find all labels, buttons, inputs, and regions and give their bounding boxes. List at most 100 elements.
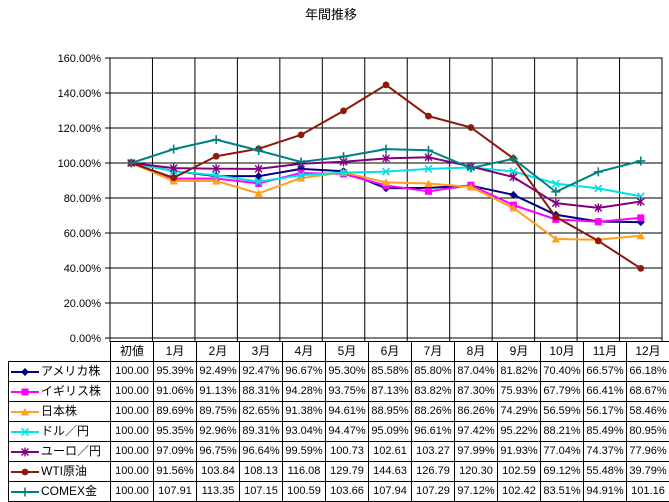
table-cell: 85.58%	[368, 361, 412, 382]
column-header: 5月	[325, 341, 369, 362]
table-row: COMEX金 100.00 107.91 113.35 107.15 100.59 103.…	[8, 481, 669, 502]
table-cell: 103.27	[411, 441, 455, 462]
table-cell: 93.04%	[282, 421, 326, 442]
table-cell: 88.26%	[411, 401, 455, 422]
table-cell: 77.04%	[540, 441, 584, 462]
x-gridlines	[109, 58, 663, 342]
table-cell: 120.30	[454, 461, 498, 482]
legend-item: ドル／円	[8, 421, 111, 442]
table-cell: 66.41%	[583, 381, 627, 402]
y-axis-tick-label: 140.00%	[58, 88, 102, 100]
table-cell: 56.17%	[583, 401, 627, 422]
table-cell: 107.94	[368, 481, 412, 502]
table-cell: 96.75%	[196, 441, 240, 462]
series-name: ドル／円	[41, 424, 90, 438]
column-header: 4月	[282, 341, 326, 362]
table-cell: 83.51%	[540, 481, 584, 502]
table-cell: 96.67%	[282, 361, 326, 382]
series-5-line	[127, 81, 645, 272]
table-cell: 91.38%	[282, 401, 326, 422]
table-cell: 89.31%	[239, 421, 283, 442]
table-cell: 100.00	[110, 381, 154, 402]
table-cell: 95.22%	[497, 421, 541, 442]
table-cell: 70.40%	[540, 361, 584, 382]
table-row: イギリス株 100.00 91.06% 91.13% 88.31% 94.28% 93.75…	[8, 381, 669, 402]
table-cell: 88.31%	[239, 381, 283, 402]
table-cell: 97.42%	[454, 421, 498, 442]
series-name: イギリス株	[41, 384, 102, 398]
table-cell: 91.06%	[153, 381, 197, 402]
y-axis-tick-label: 60.00%	[64, 228, 102, 240]
table-cell: 97.99%	[454, 441, 498, 462]
table-cell: 87.30%	[454, 381, 498, 402]
table-cell: 86.26%	[454, 401, 498, 422]
table-cell: 69.12%	[540, 461, 584, 482]
table-cell: 100.00	[110, 481, 154, 502]
table-cell: 102.59	[497, 461, 541, 482]
table-cell: 100.00	[110, 361, 154, 382]
column-header: 8月	[454, 341, 498, 362]
legend-key-plus-icon	[11, 487, 39, 497]
legend-key-diamond-icon	[11, 367, 39, 376]
y-axis-tick-label: 160.00%	[58, 53, 102, 65]
table-cell: 88.21%	[540, 421, 584, 442]
table-cell: 129.79	[325, 461, 369, 482]
table-row: WTI原油 100.00 91.56% 103.84 108.13 116.08 129.7…	[8, 461, 669, 482]
table-cell: 66.57%	[583, 361, 627, 382]
table-cell: 94.61%	[325, 401, 369, 422]
table-cell: 94.47%	[325, 421, 369, 442]
y-axis-tick-label: 100.00%	[58, 158, 102, 170]
table-cell: 100.00	[110, 401, 154, 422]
table-cell: 55.48%	[583, 461, 627, 482]
legend-key-square-icon	[11, 388, 39, 396]
table-cell: 85.49%	[583, 421, 627, 442]
table-cell: 95.09%	[368, 421, 412, 442]
series-name: 日本株	[41, 404, 78, 418]
series-name: WTI原油	[41, 464, 87, 478]
column-header: 3月	[239, 341, 283, 362]
table-cell: 77.96%	[626, 441, 669, 462]
table-cell: 82.65%	[239, 401, 283, 422]
table-cell: 80.95%	[626, 421, 669, 442]
table-cell: 39.79%	[626, 461, 669, 482]
table-cell: 92.49%	[196, 361, 240, 382]
y-gridlines: 0.00%20.00%40.00%60.00%80.00%100.00%120.…	[58, 53, 662, 345]
table-row: アメリカ株 100.00 95.39% 92.49% 92.47% 96.67% 95.30…	[8, 361, 669, 382]
table-cell: 74.29%	[497, 401, 541, 422]
y-axis-tick-label: 80.00%	[64, 193, 102, 205]
table-cell: 100.59	[282, 481, 326, 502]
column-header: 10月	[540, 341, 584, 362]
table-cell: 88.95%	[368, 401, 412, 422]
table-cell: 144.63	[368, 461, 412, 482]
table-cell: 107.15	[239, 481, 283, 502]
table-cell: 92.96%	[196, 421, 240, 442]
series-name: アメリカ株	[41, 364, 101, 378]
table-cell: 92.47%	[239, 361, 283, 382]
table-cell: 100.00	[110, 421, 154, 442]
table-cell: 94.28%	[282, 381, 326, 402]
table-cell: 67.79%	[540, 381, 584, 402]
column-header: 11月	[583, 341, 627, 362]
table-cell: 100.00	[110, 441, 154, 462]
legend-item: イギリス株	[8, 381, 111, 402]
legend-key-x-icon	[11, 427, 39, 436]
table-cell: 102.42	[497, 481, 541, 502]
table-cell: 96.64%	[239, 441, 283, 462]
table-cell: 85.80%	[411, 361, 455, 382]
table-cell: 107.29	[411, 481, 455, 502]
table-row: ユーロ／円 100.00 97.09% 96.75% 96.64% 99.59% 100.7…	[8, 441, 669, 462]
table-cell: 87.04%	[454, 361, 498, 382]
legend-item: ユーロ／円	[8, 441, 111, 462]
y-axis-tick-label: 120.00%	[58, 123, 102, 135]
table-cell: 99.59%	[282, 441, 326, 462]
table-cell: 68.67%	[626, 381, 669, 402]
column-header: 6月	[368, 341, 412, 362]
table-cell: 91.93%	[497, 441, 541, 462]
table-cell: 100.73	[325, 441, 369, 462]
table-cell: 102.61	[368, 441, 412, 462]
column-header: 9月	[497, 341, 541, 362]
legend-key-triangle-icon	[11, 407, 39, 416]
table-cell: 58.46%	[626, 401, 669, 422]
series-6-line	[126, 135, 646, 197]
